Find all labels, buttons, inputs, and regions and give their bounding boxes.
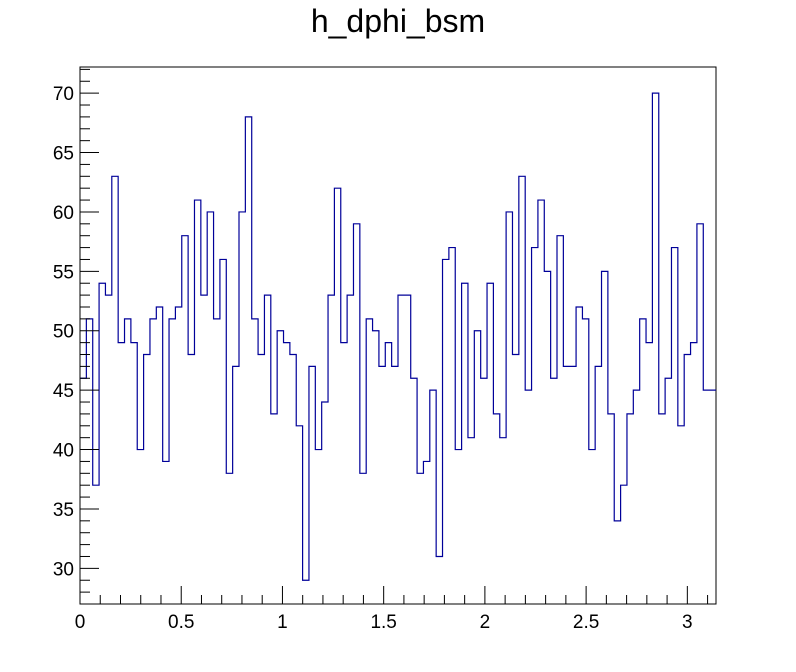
x-tick-label: 2.5: [573, 612, 599, 633]
plot-frame: [79, 66, 717, 605]
x-tick-label: 1: [277, 612, 288, 633]
y-tick-label: 70: [53, 84, 74, 105]
y-tick-label: 45: [53, 381, 74, 402]
y-tick-label: 40: [53, 441, 74, 462]
y-tick-label: 30: [53, 559, 74, 580]
chart-title: h_dphi_bsm: [311, 3, 485, 39]
y-tick-label: 60: [53, 203, 74, 224]
y-tick-label: 65: [53, 144, 74, 165]
plot-area: 30 35 40 45 50 55 60 65 70 0 0.5 1 1.5 2 2.5 3: [53, 66, 717, 633]
y-tick-label: 50: [53, 322, 74, 343]
y-tick-label: 35: [53, 500, 74, 521]
x-tick-label: 2: [480, 612, 491, 633]
x-tick-label: 0: [75, 612, 86, 633]
x-tick-label: 3: [682, 612, 693, 633]
x-tick-label: 1.5: [370, 612, 396, 633]
x-tick-label: 0.5: [168, 612, 194, 633]
histogram-line: [80, 92, 716, 581]
y-tick-label: 55: [53, 262, 74, 283]
